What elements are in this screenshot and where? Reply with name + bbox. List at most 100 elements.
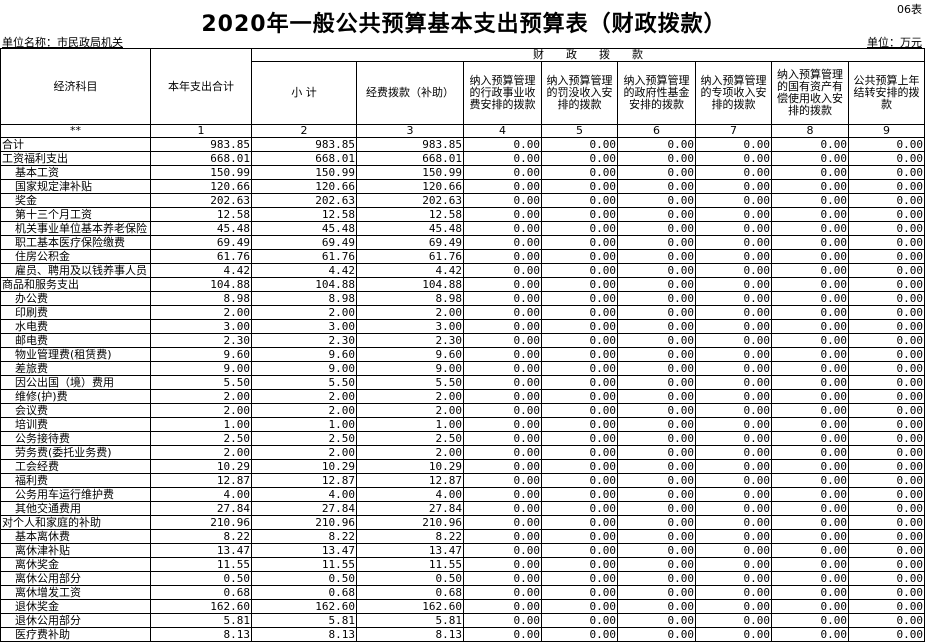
cell-col-9: 0.00 xyxy=(848,291,925,306)
cell-col-4: 0.00 xyxy=(463,417,542,432)
cell-col-7: 0.00 xyxy=(695,487,772,502)
column-number: 7 xyxy=(695,124,772,138)
cell-col-2: 61.76 xyxy=(251,249,357,264)
cell-col-3: 4.42 xyxy=(356,263,464,278)
cell-col-2: 162.60 xyxy=(251,599,357,614)
table-row: 维修(护)费 2.00 2.00 2.00 0.00 0.00 0.00 0.00 0.00 0.… xyxy=(0,389,925,404)
cell-col-3: 61.76 xyxy=(356,249,464,264)
column-number: 9 xyxy=(848,124,925,138)
cell-col-3: 3.00 xyxy=(356,319,464,334)
cell-col-7: 0.00 xyxy=(695,529,772,544)
cell-col-4: 0.00 xyxy=(463,445,542,460)
cell-col-5: 0.00 xyxy=(541,137,618,152)
header-col-7: 纳入预算管理的专项收入安排的拨款 xyxy=(695,61,772,125)
cell-col-6: 0.00 xyxy=(617,599,696,614)
cell-col-9: 0.00 xyxy=(848,333,925,348)
cell-col-8: 0.00 xyxy=(771,431,849,446)
cell-col-1: 150.99 xyxy=(150,165,252,180)
cell-col-3: 150.99 xyxy=(356,165,464,180)
cell-col-5: 0.00 xyxy=(541,431,618,446)
cell-col-7: 0.00 xyxy=(695,263,772,278)
cell-col-6: 0.00 xyxy=(617,291,696,306)
cell-col-3: 8.98 xyxy=(356,291,464,306)
cell-col-5: 0.00 xyxy=(541,403,618,418)
cell-col-5: 0.00 xyxy=(541,249,618,264)
row-subject: 离休津补贴 xyxy=(0,543,151,558)
cell-col-6: 0.00 xyxy=(617,431,696,446)
cell-col-9: 0.00 xyxy=(848,515,925,530)
row-subject: 退休奖金 xyxy=(0,599,151,614)
cell-col-9: 0.00 xyxy=(848,179,925,194)
table-row: 商品和服务支出 104.88 104.88 104.88 0.00 0.00 0.00 0.0… xyxy=(0,277,925,292)
cell-col-3: 11.55 xyxy=(356,557,464,572)
cell-col-4: 0.00 xyxy=(463,263,542,278)
cell-col-7: 0.00 xyxy=(695,291,772,306)
cell-col-1: 2.00 xyxy=(150,403,252,418)
cell-col-1: 983.85 xyxy=(150,137,252,152)
column-number: ** xyxy=(0,124,151,138)
cell-col-1: 8.13 xyxy=(150,627,252,642)
table-row: 基本离休费 8.22 8.22 8.22 0.00 0.00 0.00 0.00 0.00 0.0… xyxy=(0,529,925,544)
cell-col-5: 0.00 xyxy=(541,613,618,628)
cell-col-8: 0.00 xyxy=(771,487,849,502)
cell-col-7: 0.00 xyxy=(695,389,772,404)
cell-col-9: 0.00 xyxy=(848,501,925,516)
cell-col-9: 0.00 xyxy=(848,445,925,460)
cell-col-2: 104.88 xyxy=(251,277,357,292)
cell-col-9: 0.00 xyxy=(848,277,925,292)
column-number: 3 xyxy=(356,124,464,138)
cell-col-8: 0.00 xyxy=(771,459,849,474)
cell-col-1: 2.00 xyxy=(150,305,252,320)
cell-col-8: 0.00 xyxy=(771,319,849,334)
cell-col-5: 0.00 xyxy=(541,235,618,250)
cell-col-8: 0.00 xyxy=(771,291,849,306)
cell-col-8: 0.00 xyxy=(771,557,849,572)
cell-col-6: 0.00 xyxy=(617,165,696,180)
row-subject: 职工基本医疗保险缴费 xyxy=(0,235,151,250)
cell-col-5: 0.00 xyxy=(541,627,618,642)
cell-col-7: 0.00 xyxy=(695,151,772,166)
row-subject: 水电费 xyxy=(0,319,151,334)
cell-col-6: 0.00 xyxy=(617,459,696,474)
cell-col-9: 0.00 xyxy=(848,431,925,446)
cell-col-4: 0.00 xyxy=(463,599,542,614)
table-row: 对个人和家庭的补助 210.96 210.96 210.96 0.00 0.00 0.00 0… xyxy=(0,515,925,530)
cell-col-9: 0.00 xyxy=(848,221,925,236)
cell-col-1: 12.87 xyxy=(150,473,252,488)
cell-col-1: 0.50 xyxy=(150,571,252,586)
row-subject: 国家规定津补贴 xyxy=(0,179,151,194)
cell-col-4: 0.00 xyxy=(463,459,542,474)
cell-col-3: 8.13 xyxy=(356,627,464,642)
row-subject: 奖金 xyxy=(0,193,151,208)
cell-col-2: 8.13 xyxy=(251,627,357,642)
cell-col-1: 61.76 xyxy=(150,249,252,264)
row-subject: 印刷费 xyxy=(0,305,151,320)
cell-col-7: 0.00 xyxy=(695,599,772,614)
cell-col-3: 2.00 xyxy=(356,305,464,320)
cell-col-3: 9.00 xyxy=(356,361,464,376)
table-row: 工会经费 10.29 10.29 10.29 0.00 0.00 0.00 0.00 0.00 0… xyxy=(0,459,925,474)
table-row: 职工基本医疗保险缴费 69.49 69.49 69.49 0.00 0.00 0.00 0.0… xyxy=(0,235,925,250)
table-row: 基本工资 150.99 150.99 150.99 0.00 0.00 0.00 0.00 0.… xyxy=(0,165,925,180)
cell-col-6: 0.00 xyxy=(617,487,696,502)
cell-col-8: 0.00 xyxy=(771,263,849,278)
cell-col-7: 0.00 xyxy=(695,179,772,194)
cell-col-1: 4.42 xyxy=(150,263,252,278)
row-subject: 物业管理费(租赁费) xyxy=(0,347,151,362)
cell-col-9: 0.00 xyxy=(848,347,925,362)
cell-col-3: 12.58 xyxy=(356,207,464,222)
cell-col-4: 0.00 xyxy=(463,515,542,530)
cell-col-6: 0.00 xyxy=(617,137,696,152)
cell-col-8: 0.00 xyxy=(771,627,849,642)
cell-col-3: 45.48 xyxy=(356,221,464,236)
table-row: 第十三个月工资 12.58 12.58 12.58 0.00 0.00 0.00 0.00 0.… xyxy=(0,207,925,222)
cell-col-3: 668.01 xyxy=(356,151,464,166)
cell-col-4: 0.00 xyxy=(463,501,542,516)
cell-col-7: 0.00 xyxy=(695,431,772,446)
cell-col-5: 0.00 xyxy=(541,277,618,292)
cell-col-7: 0.00 xyxy=(695,319,772,334)
row-subject: 其他交通费用 xyxy=(0,501,151,516)
cell-col-7: 0.00 xyxy=(695,305,772,320)
cell-col-5: 0.00 xyxy=(541,389,618,404)
cell-col-7: 0.00 xyxy=(695,557,772,572)
